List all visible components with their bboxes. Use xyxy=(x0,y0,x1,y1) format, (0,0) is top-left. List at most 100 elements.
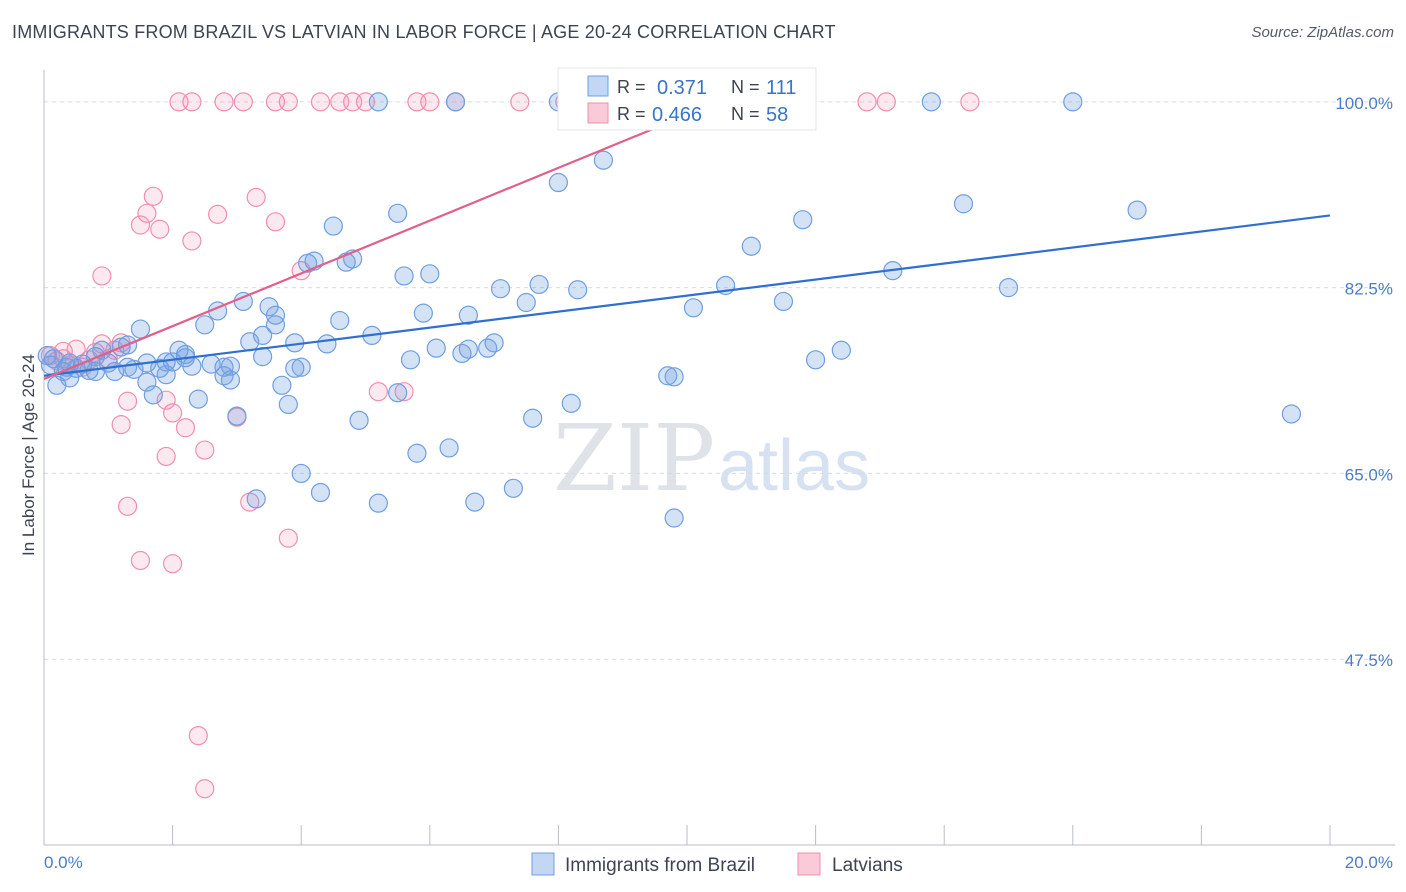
legend-swatch-brazil xyxy=(587,75,609,97)
brazil-point xyxy=(548,172,569,193)
latvian-point xyxy=(310,92,331,112)
latvian-point xyxy=(175,418,196,438)
legend-swatch-latvian xyxy=(587,102,609,124)
brazil-point xyxy=(85,361,106,382)
y-tick-label: 82.5% xyxy=(1345,280,1393,299)
axes xyxy=(43,70,1395,846)
brazil-point xyxy=(323,216,343,236)
brazil-point xyxy=(523,408,543,428)
latvian-point xyxy=(394,382,414,402)
brazil-point xyxy=(246,489,266,509)
bottom-legend-swatch-brazil xyxy=(531,852,555,876)
brazil-point xyxy=(394,266,414,286)
brazil-point xyxy=(998,278,1019,298)
latvian-point xyxy=(208,204,228,224)
latvian-point xyxy=(130,215,151,235)
latvian-point xyxy=(117,391,138,411)
legend-r-label-2: R = xyxy=(617,104,646,124)
bottom-legend-label-latvian: Latvians xyxy=(832,855,903,876)
brazil-point xyxy=(561,393,581,413)
brazil-point xyxy=(188,389,208,409)
brazil-point xyxy=(265,315,286,335)
brazil-point xyxy=(368,493,388,513)
latvian-point xyxy=(182,92,202,112)
brazil-point xyxy=(439,438,459,458)
brazil-point xyxy=(793,210,813,230)
brazil-point xyxy=(445,92,466,112)
latvian-point xyxy=(420,92,440,112)
latvian-point xyxy=(233,92,253,112)
brazil-point xyxy=(349,410,369,430)
latvian-point xyxy=(117,496,138,516)
brazil-point xyxy=(773,291,794,312)
brazil-point xyxy=(831,340,851,360)
latvian-point xyxy=(265,212,286,232)
brazil-point xyxy=(175,344,196,365)
y-axis-label: In Labor Force | Age 20-24 xyxy=(19,354,38,556)
brazil-point xyxy=(465,492,485,512)
latvian-point xyxy=(156,446,176,467)
brazil-point xyxy=(214,357,234,377)
brazil-point xyxy=(458,339,478,359)
y-tick-labels: 47.5% 65.0% 82.5% 100.0% xyxy=(1335,94,1393,670)
latvian-point xyxy=(876,92,896,112)
legend-n-value-1: 111 xyxy=(766,77,796,99)
brazil-point xyxy=(272,375,292,395)
latvian-point xyxy=(960,92,980,112)
y-tick-label: 100.0% xyxy=(1335,94,1393,113)
brazil-point xyxy=(1127,200,1147,220)
brazil-point xyxy=(330,310,350,331)
legend-r-label-1: R = xyxy=(617,77,646,97)
watermark-atlas: atlas xyxy=(718,426,870,506)
bottom-legend-label-brazil: Immigrants from Brazil xyxy=(565,855,755,876)
x-tick-label-max: 20.0% xyxy=(1345,853,1393,872)
brazil-point xyxy=(478,338,498,358)
x-tick-label-min: 0.0% xyxy=(44,853,83,872)
brazil-point xyxy=(130,319,151,339)
brazil-point xyxy=(484,333,504,353)
brazil-point xyxy=(741,236,761,256)
y-tick-label: 65.0% xyxy=(1345,465,1393,484)
brazil-trend-line xyxy=(43,214,1331,377)
brazil-point xyxy=(805,350,826,370)
brazil-point xyxy=(921,92,941,112)
latvian-point xyxy=(195,440,215,460)
legend-n-value-2: 58 xyxy=(766,104,788,126)
brazil-point xyxy=(658,366,678,386)
latvian-point xyxy=(246,187,266,207)
latvian-point xyxy=(111,414,131,435)
brazil-point xyxy=(310,482,331,503)
gridlines xyxy=(44,101,1395,660)
brazil-point xyxy=(664,508,684,528)
brazil-point xyxy=(291,357,311,377)
legend-r-value-2: 0.466 xyxy=(652,104,702,126)
latvian-trend-line xyxy=(43,100,720,380)
legend-r-value-1: 0.371 xyxy=(657,77,707,99)
chart-title: IMMIGRANTS FROM BRAZIL VS LATVIAN IN LAB… xyxy=(12,22,836,42)
brazil-point xyxy=(458,305,478,325)
brazil-point xyxy=(407,443,427,463)
bottom-legend-swatch-latvian xyxy=(797,852,821,876)
latvian-point xyxy=(188,726,208,746)
legend-n-label-2: N = xyxy=(731,104,760,124)
brazil-point xyxy=(317,334,337,354)
latvian-point xyxy=(278,92,298,112)
watermark-zip: ZIP xyxy=(553,405,715,512)
brazil-point xyxy=(426,338,446,358)
brazil-point xyxy=(285,358,305,378)
brazil-point xyxy=(1063,92,1083,112)
brazil-point xyxy=(388,203,408,223)
brazil-point xyxy=(278,394,298,415)
latvian-point xyxy=(278,528,298,548)
legend-n-label-1: N = xyxy=(731,77,760,97)
brazil-point xyxy=(568,280,588,300)
latvian-point xyxy=(143,186,163,206)
latvian-point xyxy=(137,203,157,223)
brazil-point xyxy=(400,350,421,370)
brazil-point xyxy=(413,303,433,323)
brazil-point xyxy=(953,194,974,214)
latvian-point xyxy=(857,92,877,112)
latvian-point xyxy=(150,219,170,239)
brazil-point xyxy=(664,367,684,387)
